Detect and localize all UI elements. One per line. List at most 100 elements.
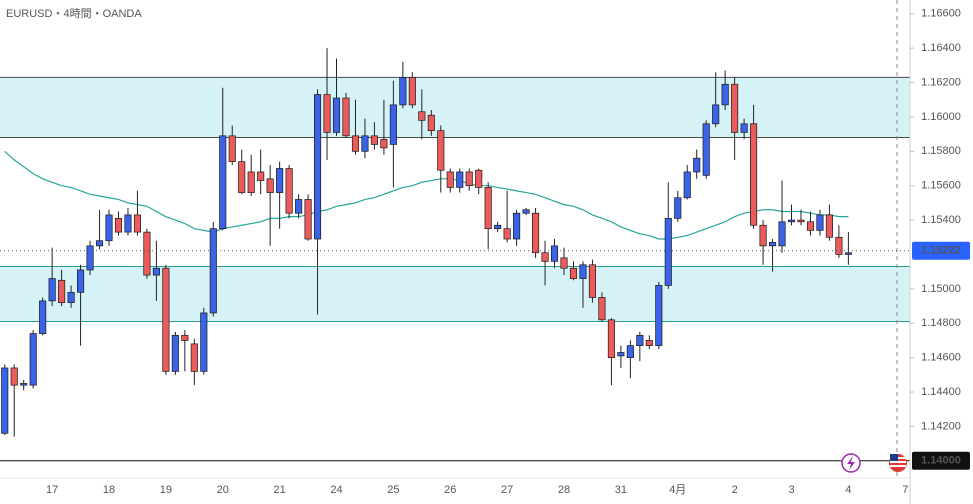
candle-body — [95, 240, 104, 247]
candle-body — [143, 231, 151, 276]
candle-body — [816, 214, 824, 231]
candle-body — [295, 199, 303, 214]
y-tick-label: 1.14200 — [921, 420, 961, 432]
flag-icon — [889, 454, 907, 472]
zones — [0, 76, 910, 323]
y-tick-label: 1.14600 — [921, 352, 961, 364]
candle-body — [787, 219, 796, 223]
candle-body — [152, 267, 160, 276]
x-tick-label: 7 — [902, 484, 908, 496]
candle-body — [105, 214, 113, 242]
candle-body — [181, 334, 189, 341]
candle-body — [408, 77, 416, 106]
y-tick-label: 1.16600 — [921, 8, 961, 20]
candle-body — [114, 218, 123, 233]
x-tick-label: 25 — [387, 484, 399, 496]
candle-body — [247, 171, 255, 193]
candle-body — [835, 236, 843, 255]
candle-body — [674, 197, 682, 219]
candle-body — [617, 352, 625, 357]
candle-body — [750, 123, 758, 226]
candle-body — [351, 135, 360, 152]
candle-body — [133, 214, 141, 233]
candle-body — [522, 209, 530, 214]
candle-body — [588, 264, 596, 298]
level-label-box — [912, 451, 970, 470]
candle-body — [285, 168, 293, 214]
candle-body — [484, 187, 492, 230]
candle-body — [77, 269, 85, 293]
candle-body — [541, 252, 549, 262]
chart-title: EURUSD・4時間・OANDA — [6, 7, 142, 20]
y-tick-label: 1.16000 — [921, 111, 961, 123]
candle-body — [844, 252, 852, 255]
plot — [0, 48, 910, 462]
candle-body — [20, 383, 28, 386]
candle-body — [219, 135, 227, 230]
candle-body — [228, 135, 236, 162]
candle-body — [399, 77, 407, 106]
candle-body — [740, 123, 748, 133]
x-tick-label: 4月 — [669, 484, 686, 496]
zone — [0, 266, 910, 322]
candle-body — [257, 171, 265, 181]
candle-body — [532, 212, 540, 254]
x-tick-label: 3 — [788, 484, 794, 496]
candle-body — [778, 221, 786, 247]
lightning-icon — [841, 453, 861, 473]
candle-body — [58, 279, 66, 303]
candle-body — [825, 214, 833, 238]
candle-body — [721, 83, 729, 106]
candle-body — [465, 171, 473, 187]
candle-body — [323, 94, 331, 133]
candle-body — [797, 219, 805, 223]
candle-body — [86, 245, 94, 271]
candle-body — [494, 224, 502, 230]
x-tick-label: 4 — [845, 484, 851, 496]
candle-body — [389, 104, 397, 145]
candle-body — [769, 242, 777, 247]
candle-body — [67, 291, 75, 303]
candle-body — [370, 135, 378, 145]
candle-body — [162, 267, 170, 372]
last-price-box — [912, 241, 970, 260]
candle-body — [437, 130, 445, 171]
moving-average — [4, 150, 849, 240]
x-tick-label: 26 — [444, 484, 456, 496]
candle-body — [314, 94, 322, 240]
candle-body — [607, 319, 615, 358]
candle-body — [342, 97, 350, 137]
candle-body — [475, 169, 483, 188]
candle-body — [48, 278, 56, 302]
candle-body — [200, 312, 208, 372]
candle-body — [550, 245, 559, 262]
y-tick-label: 1.15800 — [921, 145, 961, 157]
y-tick-label: 1.15000 — [921, 283, 961, 295]
y-tick-label: 1.14800 — [921, 317, 961, 329]
candle-body — [636, 334, 644, 346]
x-tick-label: 18 — [103, 484, 115, 496]
x-tick-label: 21 — [274, 484, 286, 496]
candle-body — [446, 171, 454, 188]
candle-body — [418, 111, 426, 121]
y-tick-label: 1.16400 — [921, 42, 961, 54]
candle-body — [456, 171, 464, 188]
candle-body — [569, 267, 578, 279]
candle-body — [626, 345, 634, 358]
candle-body — [560, 257, 568, 269]
x-tick-label: 24 — [330, 484, 342, 496]
candle-body — [693, 157, 701, 173]
candle-body — [304, 199, 312, 240]
candle-body — [655, 285, 663, 346]
candle-body — [427, 114, 435, 132]
x-tick-label: 20 — [217, 484, 229, 496]
candle-body — [579, 264, 587, 279]
candle-body — [598, 297, 606, 321]
candle-body — [702, 123, 710, 176]
y-tick-label: 1.14400 — [921, 386, 961, 398]
candle-body — [39, 300, 47, 334]
y-tick-label: 1.16200 — [921, 76, 961, 88]
candle-body — [276, 168, 284, 193]
